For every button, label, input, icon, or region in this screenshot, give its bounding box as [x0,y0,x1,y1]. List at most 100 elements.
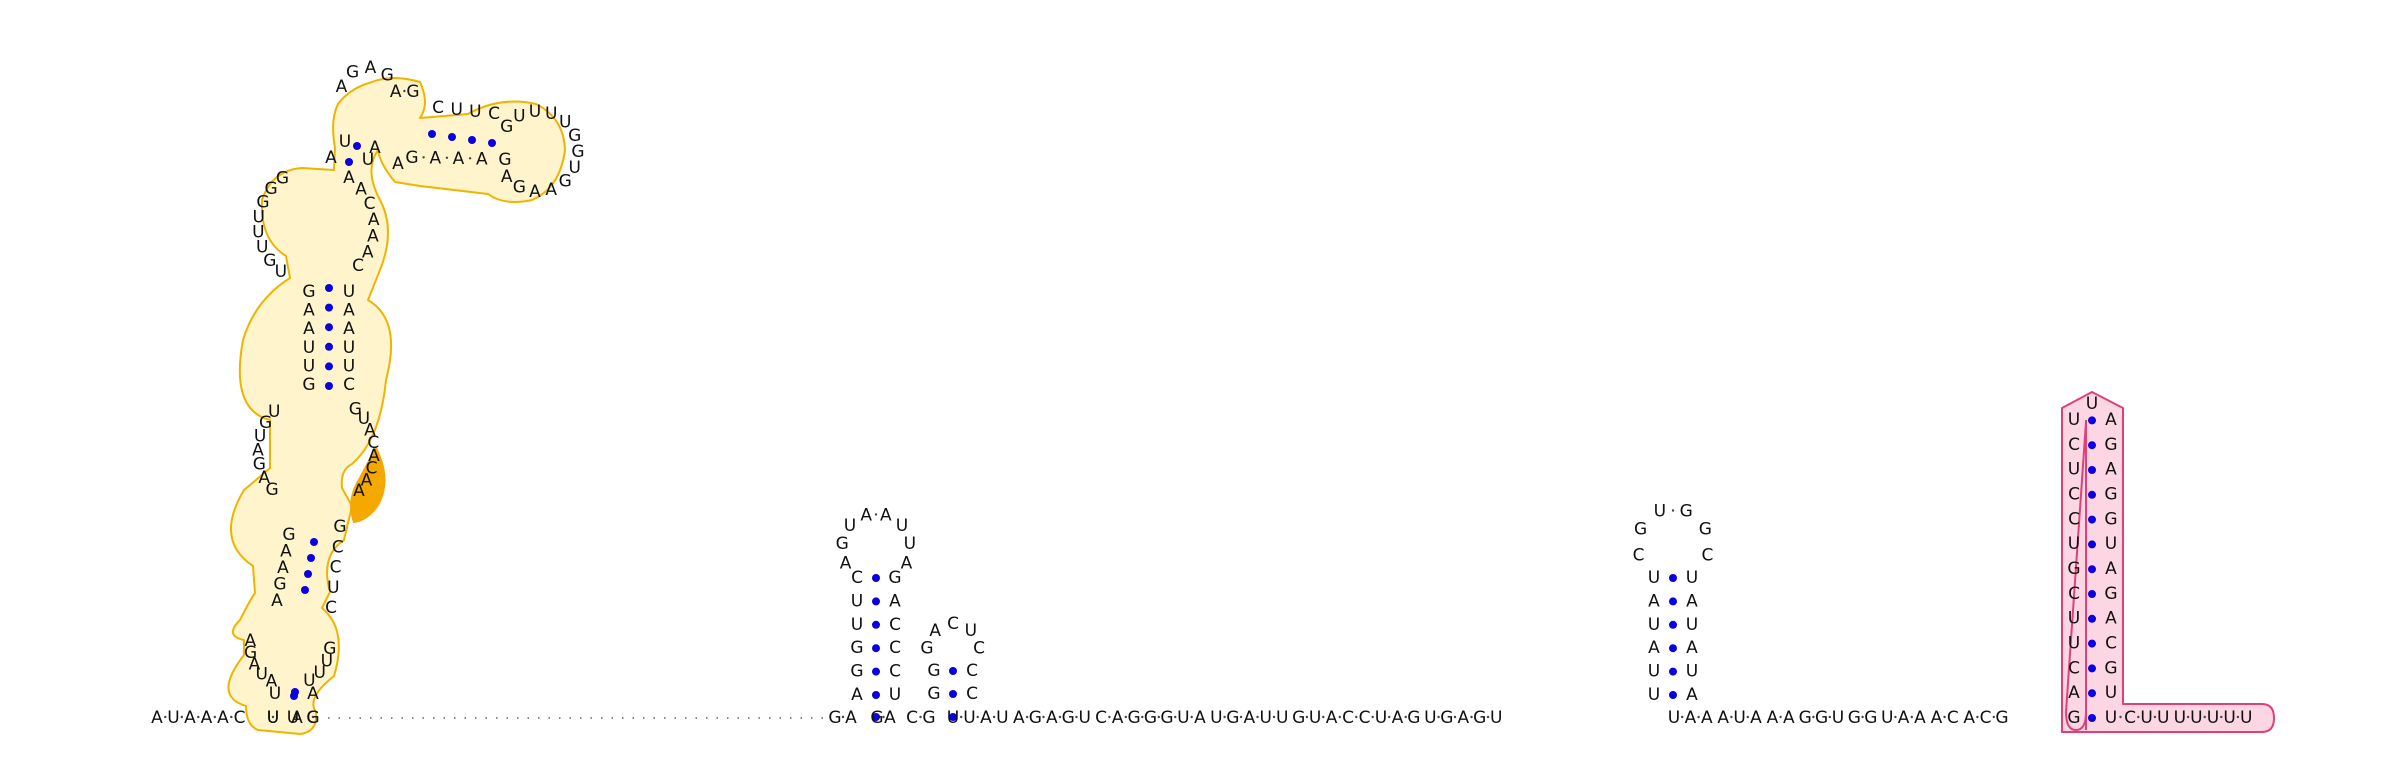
base-pair-dot [325,303,333,312]
backbone-tick [1124,715,1128,719]
sequence-nucleotide: A [1243,708,1255,728]
nucleotide: U [568,158,580,178]
sequence-nucleotide: A [1685,708,1697,728]
backbone-tick [1812,715,1815,719]
backbone-tick [1486,715,1490,719]
nucleotide: C [2068,658,2080,678]
sequence-nucleotide: G [1799,708,1812,728]
domain1-nucleotide: U [362,150,374,170]
backbone-tick [1256,715,1259,719]
nucleotide: C [332,537,344,557]
backbone-tick [2153,715,2157,719]
nucleotide: U [559,113,571,133]
backbone-tick [293,715,297,719]
nucleotide: U [851,591,863,611]
backbone-tick [1239,715,1243,719]
base-pair-dot [872,713,880,721]
nucleotide: U [2105,534,2117,554]
base-pair-dot [872,620,880,629]
nucleotide: C [2068,485,2080,505]
nucleotide: U [275,262,287,282]
nucleotide: U [2068,609,2080,629]
base-pair-dot [1669,644,1677,653]
sequence-nucleotide: U [1832,708,1844,728]
nucleotide: U [313,663,325,683]
nucleotide: U [343,356,355,376]
backbone-tick [1437,715,1440,719]
nucleotide: C [343,375,355,395]
nucleotide: A [249,655,261,675]
backbone-tick [1355,715,1358,719]
base-pair-dot [2088,416,2096,425]
nucleotide: A [244,631,256,651]
base-pair-dot [1669,574,1677,582]
base-pair-dot [1669,691,1677,699]
backbone-tick [1910,715,1914,719]
backbone-tick [164,715,167,719]
trailing-nucleotide: U [2223,708,2235,728]
nucleotide: A [271,591,283,611]
sequence-nucleotide: U [1375,708,1387,728]
sequence-nucleotide: G [1864,708,1877,728]
base-pair-dot [345,158,353,166]
nucleotide: C [947,614,959,634]
nucleotide: U [851,615,863,635]
nucleotide: A [368,446,380,466]
nucleotide: C [366,459,378,479]
nucleotide: U [252,207,264,227]
domain1-nucleotide: U [267,708,279,728]
nucleotide: A [453,149,465,169]
base-pair-dot [2088,466,2096,474]
base-pair-dots [290,130,2096,722]
base-pair-dot [949,690,957,698]
backbone-tick [1671,509,1675,512]
nucleotide: C [2068,509,2080,529]
nucleotide: U [2068,460,2080,480]
domain1-highlight [350,447,386,523]
backbone-tick [1157,715,1161,719]
sequence-nucleotide: C [1980,708,1992,728]
backbone-tick [1992,715,1996,719]
nucleotide: C [966,684,978,704]
sequence-nucleotide: G [1815,708,1828,728]
backbone-tick [468,157,472,160]
backbone-tick [1223,715,1226,719]
nucleotide: C [330,558,342,578]
backbone-tick [1828,715,1832,719]
base-pair-dot [2088,614,2096,623]
backbone-tick [1058,715,1062,719]
sequence-nucleotide: U [1276,708,1288,728]
nucleotide: A [1686,685,1698,705]
nucleotide: A [545,180,557,200]
sequence-nucleotide: U [996,708,1008,728]
sequence-nucleotide: U [1424,708,1436,728]
base-nucleotide: A [217,708,229,728]
sequence-nucleotide: A [1931,708,1943,728]
backbone-tick [422,156,425,159]
nucleotide: U [1686,662,1698,682]
nucleotide: G [513,177,526,197]
sequence-nucleotide: A [884,708,896,728]
nucleotide: A [390,82,402,102]
nucleotide: U [1686,568,1698,588]
backbone-tick [445,156,449,159]
backbone-tick [882,715,885,719]
nucleotide: A [860,505,872,525]
nucleotide: G [253,455,266,475]
backbone-tick [2137,715,2140,719]
backbone-tick [403,89,406,93]
sequence-nucleotide: U [947,708,959,728]
sequence-nucleotide: A [1112,708,1124,728]
sequence-nucleotide: A [1914,708,1926,728]
nucleotide: A [429,149,441,169]
base-pair-dot [448,133,456,141]
nucleotide: U [1654,502,1666,522]
nucleotide: U [343,338,355,358]
nucleotide: U [252,223,264,243]
base-pair-dot [428,130,436,138]
nucleotide: A [2105,460,2117,480]
nucleotide: G [927,661,940,681]
backbone-tick [960,715,963,719]
nucleotide: C [364,194,376,214]
nucleotide: A [851,685,863,705]
